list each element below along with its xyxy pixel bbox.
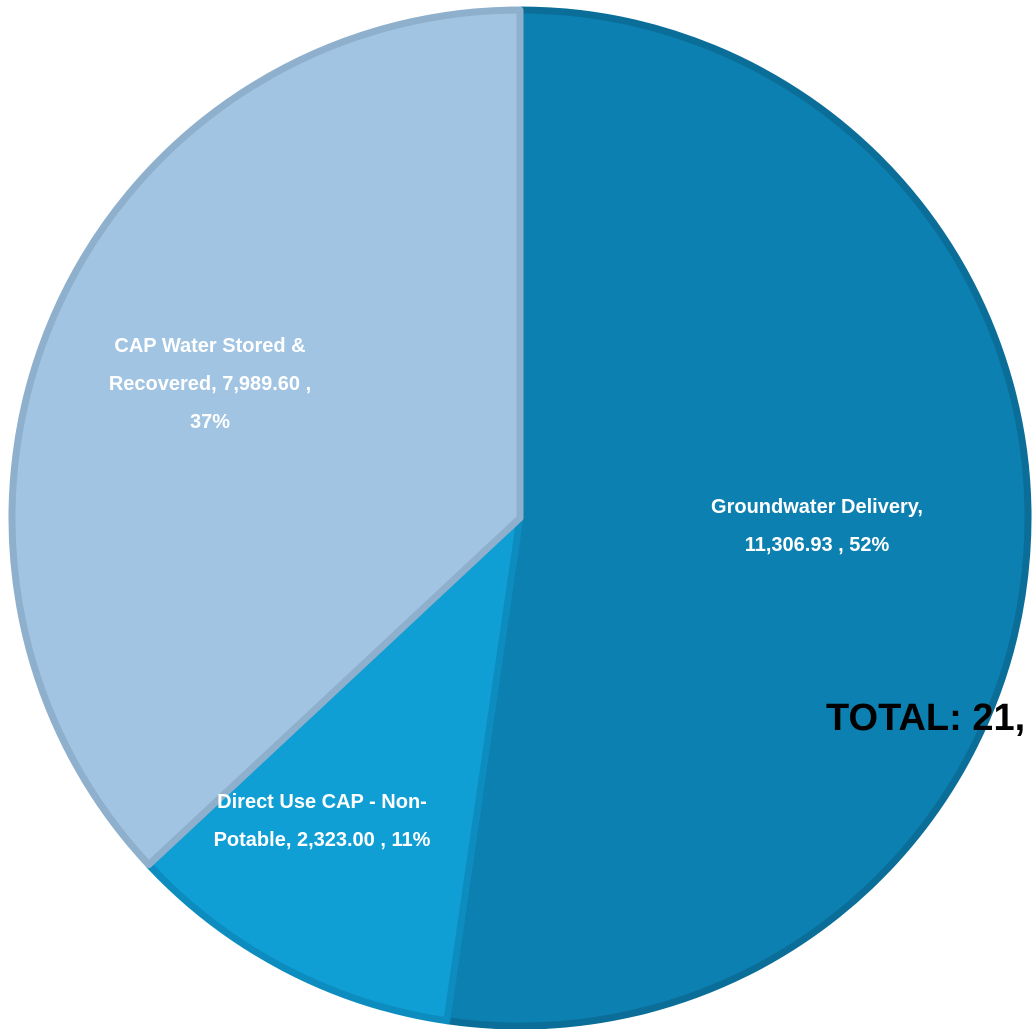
data-label-line: Potable, 2,323.00 , 11% [214,829,431,851]
data-label-line: CAP Water Stored & [114,335,305,357]
data-label-line: 37% [190,411,230,433]
pie-slice [443,6,1032,1029]
data-label: Direct Use CAP - Non- Potable, 2,323.00 ,… [214,791,431,851]
pie-slice [145,514,524,1025]
pie-slice [8,6,524,869]
data-label: Groundwater Delivery, 11,306.93 , 52% [711,496,923,556]
data-label: CAP Water Stored & Recovered, 7,989.60 , 3… [109,335,311,433]
data-label-line: Direct Use CAP - Non- [217,791,427,813]
data-label-line: Groundwater Delivery, [711,496,923,518]
total-annotation: TOTAL: 21, [826,697,1025,739]
data-labels: Groundwater Delivery, 11,306.93 , 52% Dire… [109,335,923,851]
data-label-line: Recovered, 7,989.60 , [109,373,311,395]
pie [8,6,1032,1029]
data-label-line: 11,306.93 , 52% [745,534,890,556]
